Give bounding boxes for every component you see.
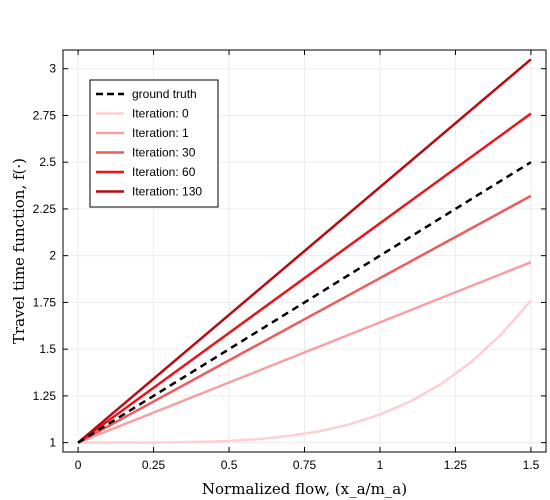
x-tick-label: 1.5 [523, 458, 540, 472]
x-tick-label: 1.25 [444, 458, 468, 472]
x-axis-label: Normalized flow, (x_a/m_a) [202, 480, 407, 498]
y-tick-label: 2.5 [39, 155, 56, 169]
series-line-1 [78, 299, 532, 444]
x-tick-label: 1 [377, 458, 384, 472]
y-axis-label: Travel time function, f(·) [10, 158, 28, 344]
series-line-2 [77, 261, 532, 444]
series-line-3 [77, 194, 532, 444]
axis-ticks: 0 0.25 0.5 0.75 1 1.25 1.5 1 1.25 1.5 1.75 2 2.25 2.5… [33, 50, 546, 472]
legend-label-2: Iteration: 1 [132, 126, 189, 140]
legend-box [89, 79, 219, 208]
y-tick-label: 1 [49, 436, 56, 450]
series-line-4 [77, 112, 532, 444]
x-tick-label: 0 [75, 458, 82, 472]
series-lines [77, 58, 532, 444]
y-tick-label: 2.75 [33, 108, 57, 122]
y-tick-label: 1.5 [39, 342, 56, 356]
x-tick-label: 0.25 [142, 458, 166, 472]
series-line-5 [77, 58, 532, 444]
x-tick-label: 0.75 [293, 458, 317, 472]
legend-label-5: Iteration: 130 [132, 185, 202, 199]
legend-label-3: Iteration: 30 [132, 146, 196, 160]
legend-label-0: ground truth [132, 87, 197, 101]
y-tick-label: 2.25 [33, 202, 57, 216]
legend-label-1: Iteration: 0 [132, 107, 189, 121]
y-tick-label: 1.25 [33, 389, 57, 403]
y-tick-label: 3 [49, 62, 56, 76]
x-tick-label: 0.5 [221, 458, 238, 472]
legend-label-4: Iteration: 60 [132, 165, 196, 179]
legend: ground truth Iteration: 0 Iteration: 1 Iter… [89, 79, 219, 208]
y-tick-label: 1.75 [33, 295, 57, 309]
y-tick-label: 2 [49, 249, 56, 263]
series-line-0 [77, 161, 532, 444]
